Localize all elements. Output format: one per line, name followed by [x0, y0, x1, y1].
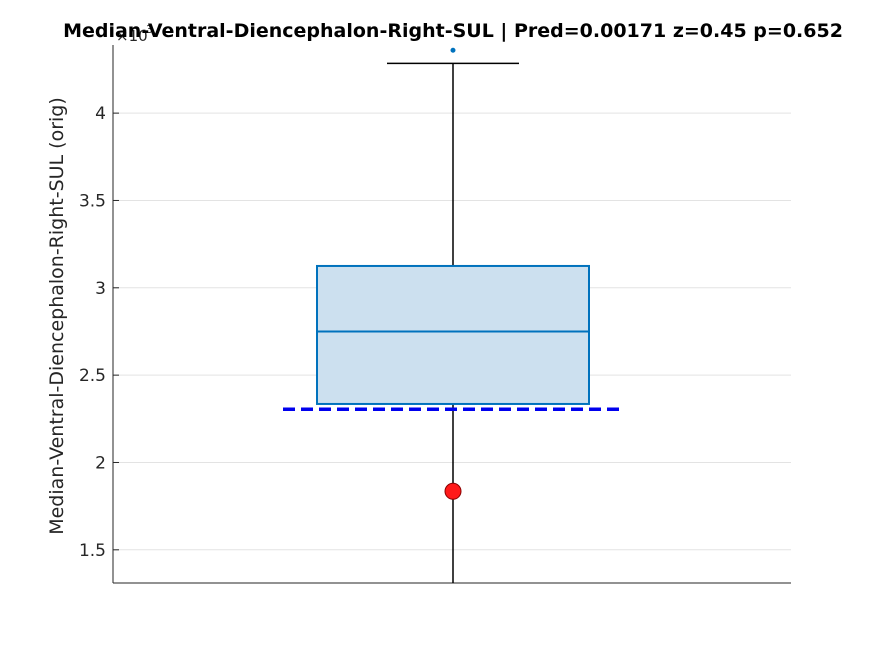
- y-tick-label: 3: [95, 279, 106, 299]
- y-axis-label: Median-Ventral-Diencephalon-Right-SUL (o…: [46, 97, 68, 535]
- y-tick-label: 1.5: [79, 541, 106, 561]
- iqr-box: [316, 264, 590, 405]
- outlier-point: [450, 47, 456, 53]
- y-tick-label: 3.5: [79, 191, 106, 211]
- y-exponent-power: -3: [142, 23, 153, 36]
- observed-point: [444, 482, 462, 500]
- y-tick-labels: 1.5 2 2.5 3 3.5 4: [79, 104, 106, 561]
- y-tick-label: 4: [95, 104, 106, 124]
- chart-title: Median-Ventral-Diencephalon-Right-SUL | …: [63, 20, 843, 42]
- boxplot: [316, 47, 590, 583]
- y-tick-label: 2: [95, 453, 106, 473]
- y-exponent-label: ×10: [116, 27, 148, 45]
- axes: [112, 45, 791, 584]
- y-tick-label: 2.5: [79, 366, 106, 386]
- overlay-marks: [283, 407, 623, 500]
